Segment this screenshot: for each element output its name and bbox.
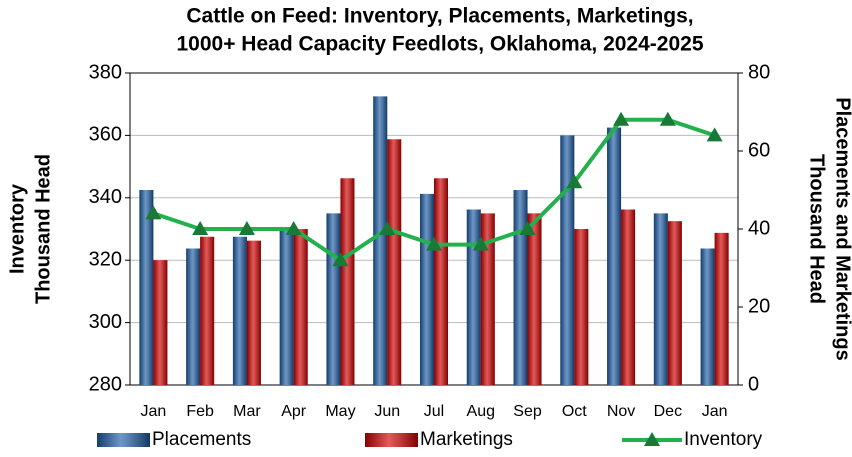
x-tick-label: Aug — [467, 403, 495, 420]
bar-shine — [293, 229, 308, 385]
bar-shine — [560, 135, 575, 385]
bar-shine — [714, 232, 729, 385]
x-tick-label: Dec — [654, 403, 682, 420]
y-tick-label: 340 — [89, 186, 122, 208]
legend-swatch-shine — [97, 433, 150, 447]
bar-shine — [621, 209, 636, 385]
bar-shine — [466, 209, 481, 385]
y-tick-label: 380 — [89, 61, 122, 83]
y-tick-label: 300 — [89, 311, 122, 333]
x-tick-label: Mar — [233, 403, 261, 420]
bar-shine — [340, 178, 355, 385]
marker — [472, 236, 489, 251]
bar-shine — [246, 240, 261, 385]
marker — [192, 221, 209, 235]
chart-title: Cattle on Feed: Inventory, Placements, M… — [186, 5, 693, 28]
legend-label: Marketings — [420, 429, 513, 450]
bar-shine — [200, 236, 215, 385]
y-tick-label: 320 — [89, 248, 122, 270]
x-tick-label: Jul — [424, 403, 444, 420]
bar-shine — [480, 213, 495, 385]
marker — [519, 221, 536, 235]
bar-shine — [434, 178, 448, 385]
y2-tick-label: 60 — [748, 139, 770, 161]
y-axis-label: Inventory — [6, 183, 28, 274]
x-tick-label: Feb — [186, 403, 214, 420]
marker — [706, 127, 723, 142]
legend-label: Inventory — [684, 429, 763, 450]
marker — [332, 252, 349, 267]
y2-axis-label: Thousand Head — [806, 154, 828, 304]
x-tick-label: Apr — [281, 403, 307, 420]
x-tick-label: Sep — [513, 403, 542, 420]
legend-swatch-shine — [365, 433, 418, 447]
bar-shine — [373, 96, 388, 386]
y2-tick-label: 40 — [748, 217, 770, 239]
bar-shine — [326, 213, 341, 385]
bar-shine — [279, 229, 294, 385]
bar-shine — [139, 190, 154, 385]
y2-tick-label: 20 — [748, 295, 770, 317]
bar-shine — [387, 139, 402, 385]
bar-shine — [527, 213, 542, 385]
x-tick-label: Jan — [140, 403, 166, 420]
y-tick-label: 360 — [89, 124, 122, 146]
marker — [285, 221, 302, 235]
y2-axis-label: Placements and Marketings — [832, 97, 852, 360]
x-tick-label: Jan — [702, 403, 728, 420]
marker — [145, 205, 162, 220]
legend-marker — [644, 432, 660, 446]
x-tick-label: May — [325, 403, 355, 420]
x-tick-label: Oct — [562, 403, 587, 420]
legend-label: Placements — [152, 429, 251, 450]
marker — [426, 236, 442, 251]
y-tick-label: 280 — [89, 373, 122, 395]
bar-shine — [700, 248, 715, 385]
marker — [379, 221, 396, 235]
bar-shine — [186, 248, 201, 385]
marker — [238, 221, 255, 235]
bar-shine — [513, 190, 528, 385]
y2-tick-label: 80 — [748, 61, 770, 83]
bar-shine — [574, 229, 589, 385]
bar-shine — [232, 236, 247, 385]
marker — [613, 111, 630, 126]
bar-shine — [607, 127, 622, 385]
bar-shine — [153, 260, 168, 385]
marker — [659, 111, 676, 126]
bar-shine — [667, 221, 682, 385]
bar-shine — [420, 193, 434, 385]
marker — [566, 174, 583, 189]
bar-shine — [653, 213, 668, 385]
y2-tick-label: 0 — [748, 373, 759, 395]
chart-title: 1000+ Head Capacity Feedlots, Oklahoma, … — [176, 33, 703, 56]
x-tick-label: Jun — [374, 403, 400, 420]
y-axis-label: Thousand Head — [32, 154, 54, 304]
x-tick-label: Nov — [607, 403, 635, 420]
